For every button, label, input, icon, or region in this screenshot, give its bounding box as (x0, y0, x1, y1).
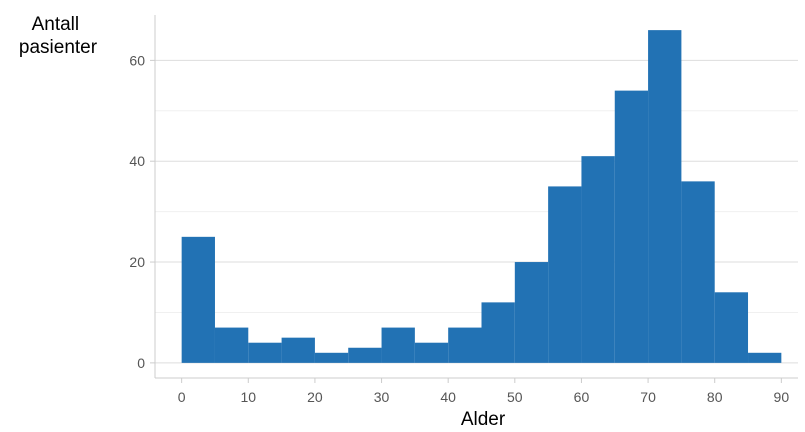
y-tick-label: 60 (129, 52, 145, 68)
y-axis-title: Antall pasienter (19, 14, 98, 58)
y-tick-label: 0 (137, 355, 145, 371)
x-tick-label: 0 (178, 389, 186, 405)
histogram-bar (248, 342, 282, 363)
x-tick-label: 40 (440, 389, 456, 405)
histogram-bar (714, 292, 749, 363)
histogram-bar (348, 347, 382, 363)
histogram-bar (381, 327, 415, 363)
x-tick-label: 20 (307, 389, 323, 405)
x-axis-title: Alder (461, 409, 506, 430)
histogram-bar (748, 352, 782, 363)
x-tick-label: 80 (707, 389, 723, 405)
x-tick-label: 50 (507, 389, 523, 405)
histogram-bar (448, 327, 482, 363)
x-tick-label: 90 (774, 389, 790, 405)
histogram-bar (548, 186, 582, 363)
x-tick-label: 60 (574, 389, 590, 405)
histogram-bar (481, 302, 515, 363)
histogram-bar (581, 156, 615, 363)
x-tick-label: 70 (640, 389, 656, 405)
x-tick-label: 30 (374, 389, 390, 405)
histogram-bar (214, 327, 249, 363)
axes (150, 15, 798, 383)
histogram-bar (681, 181, 715, 363)
y-axis-title-line-2: pasienter (19, 37, 98, 58)
x-tick-label: 10 (240, 389, 256, 405)
histogram-bar (514, 262, 549, 363)
histogram-bar (414, 342, 449, 363)
histogram-bar (314, 352, 349, 363)
histogram-bars (181, 30, 782, 363)
y-axis-title-line-1: Antall (32, 14, 80, 35)
histogram-bar (648, 30, 682, 363)
tick-labels: 0 10 20 30 40 50 60 70 80 90 0 20 40 60 (129, 52, 789, 405)
histogram-bar (281, 337, 315, 363)
y-tick-label: 20 (129, 254, 145, 270)
y-tick-label: 40 (129, 153, 145, 169)
histogram-bar (614, 90, 649, 363)
histogram-bar (181, 236, 215, 363)
